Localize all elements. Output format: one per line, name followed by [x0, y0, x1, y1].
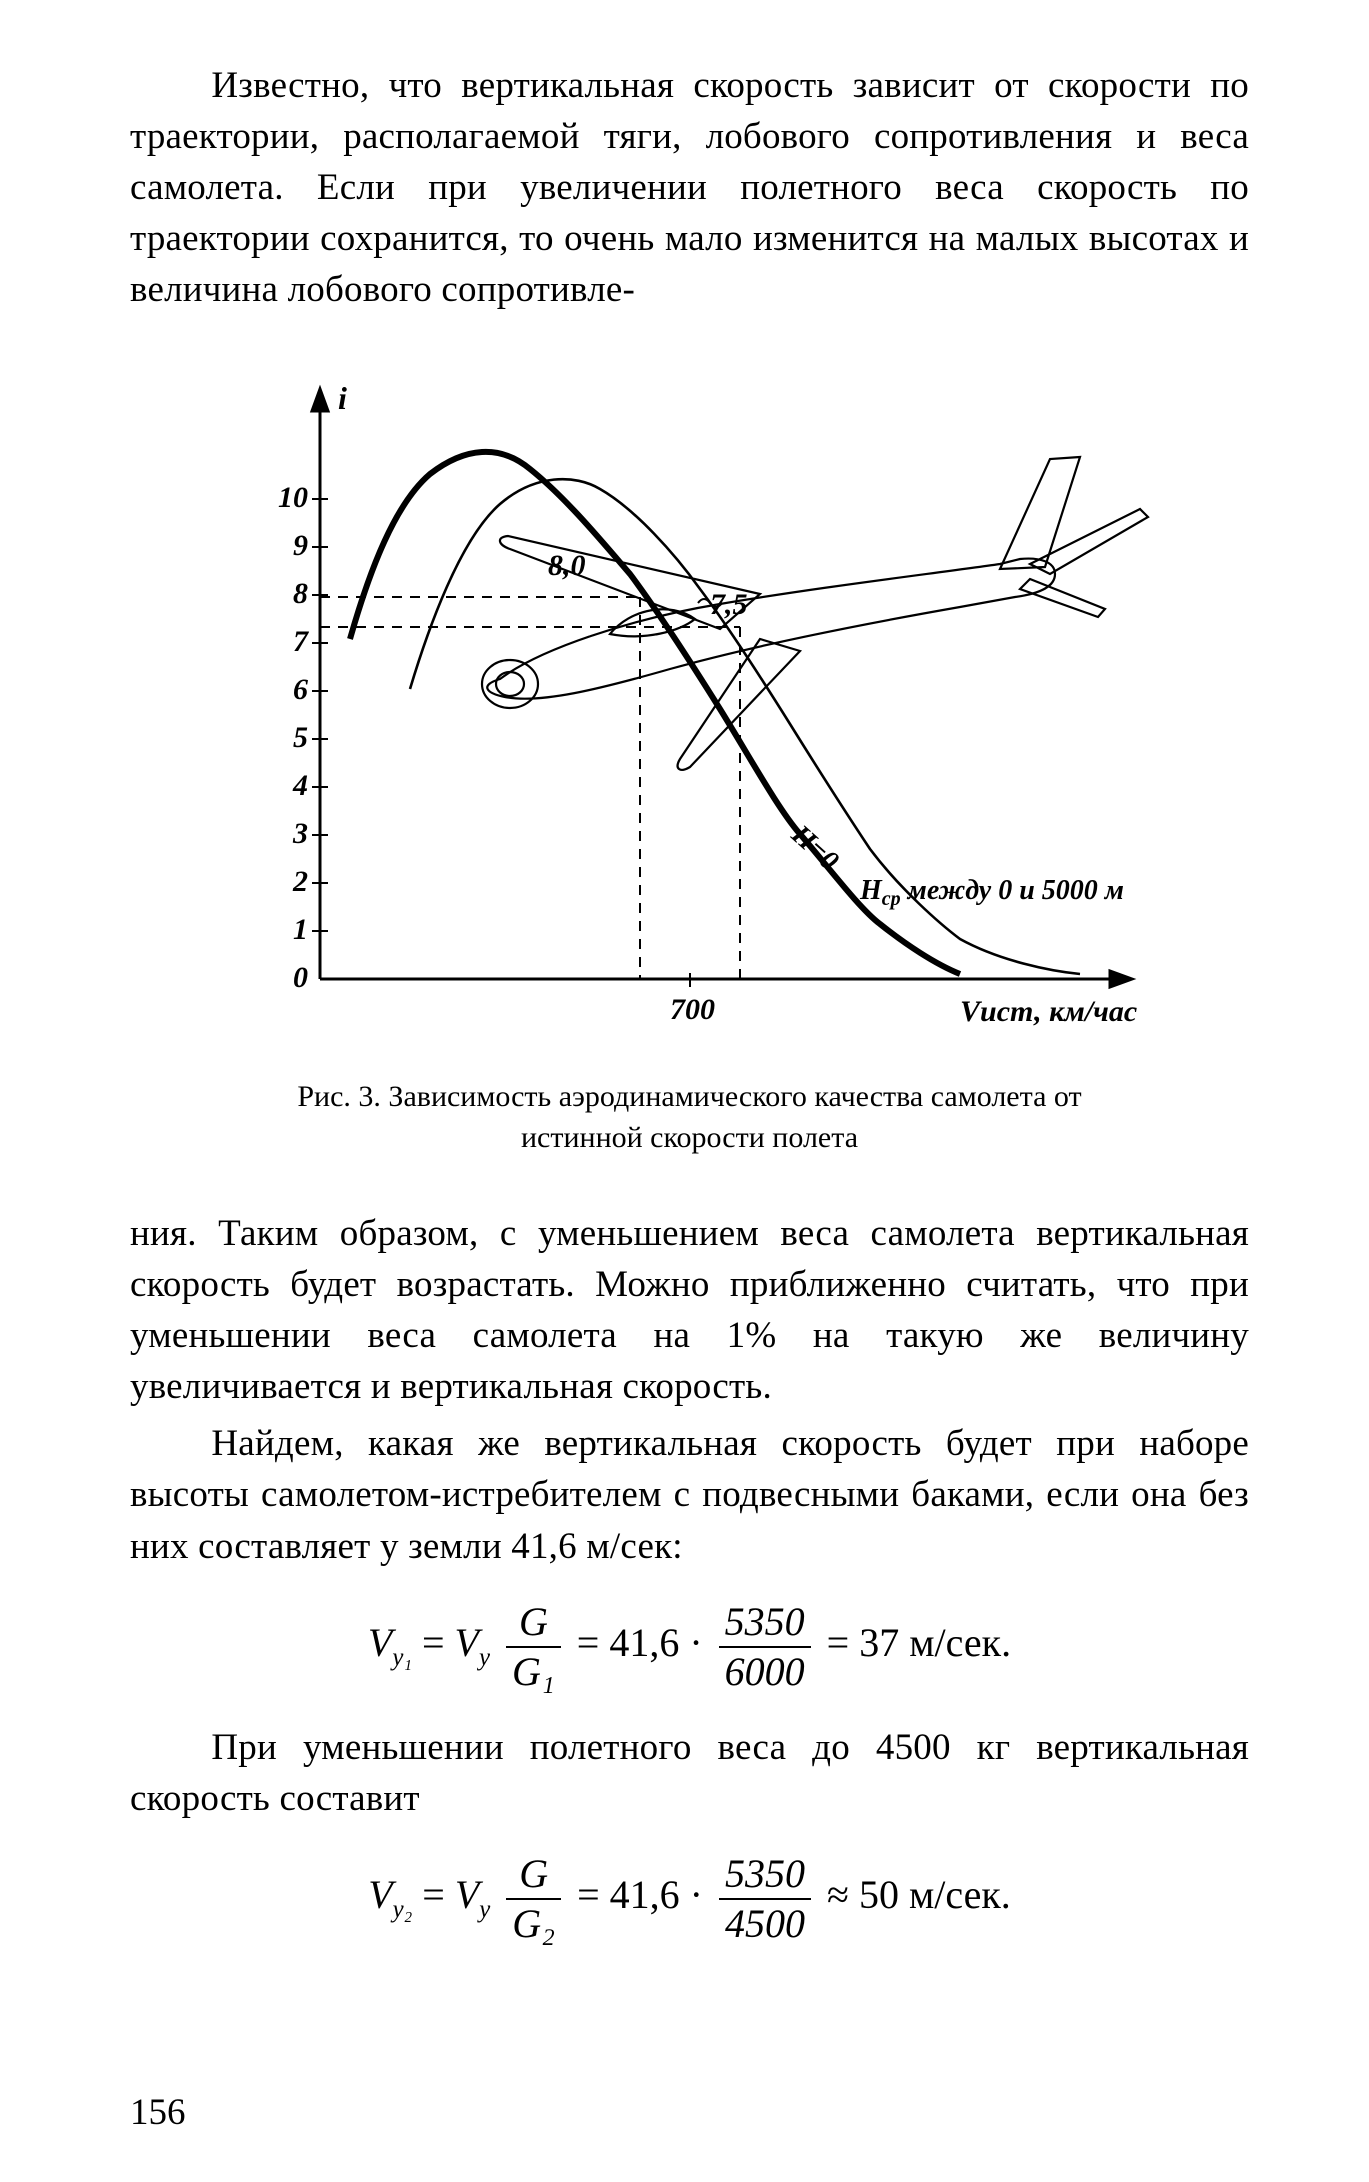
ytick-7: 7 [293, 625, 309, 658]
paragraph-4: При уменьшении полетного веса до 4500 кг… [130, 1722, 1249, 1824]
ytick-0: 0 [293, 961, 308, 994]
formula-2: Vy₂ = Vy GG₂ = 41,6 · 53504500 ≈ 50 м/се… [130, 1852, 1249, 1946]
page-number: 156 [130, 2091, 186, 2134]
ytick-10: 10 [278, 481, 308, 514]
x-axis-label: Vист, км/час [960, 995, 1137, 1028]
ytick-1: 1 [293, 913, 308, 946]
xtick-700: 700 [670, 993, 715, 1026]
ytick-5: 5 [293, 721, 308, 754]
figure-caption: Рис. 3. Зависимость аэродинамического ка… [265, 1077, 1115, 1158]
annot-7-5: 7,5 [710, 588, 748, 621]
formula-1: Vy₁ = Vy GG₁ = 41,6 · 53506000 = 37 м/се… [130, 1600, 1249, 1694]
figure-3: 0 1 2 3 4 5 6 7 8 9 10 [130, 339, 1249, 1158]
y-axis-label: i [338, 380, 347, 416]
paragraph-2: ния. Таким образом, с уменьшением веса с… [130, 1208, 1249, 1412]
ytick-4: 4 [292, 769, 308, 802]
paragraph-1: Известно, что вертикальная скорость зави… [130, 60, 1249, 315]
ytick-9: 9 [293, 529, 308, 562]
ytick-2: 2 [292, 865, 308, 898]
ytick-3: 3 [292, 817, 308, 850]
annot-8-0: 8,0 [548, 549, 586, 582]
figure-svg: 0 1 2 3 4 5 6 7 8 9 10 [200, 339, 1180, 1059]
paragraph-3: Найдем, какая же вертикальная скорость б… [130, 1418, 1249, 1571]
ytick-8: 8 [293, 577, 308, 610]
ytick-6: 6 [293, 673, 308, 706]
